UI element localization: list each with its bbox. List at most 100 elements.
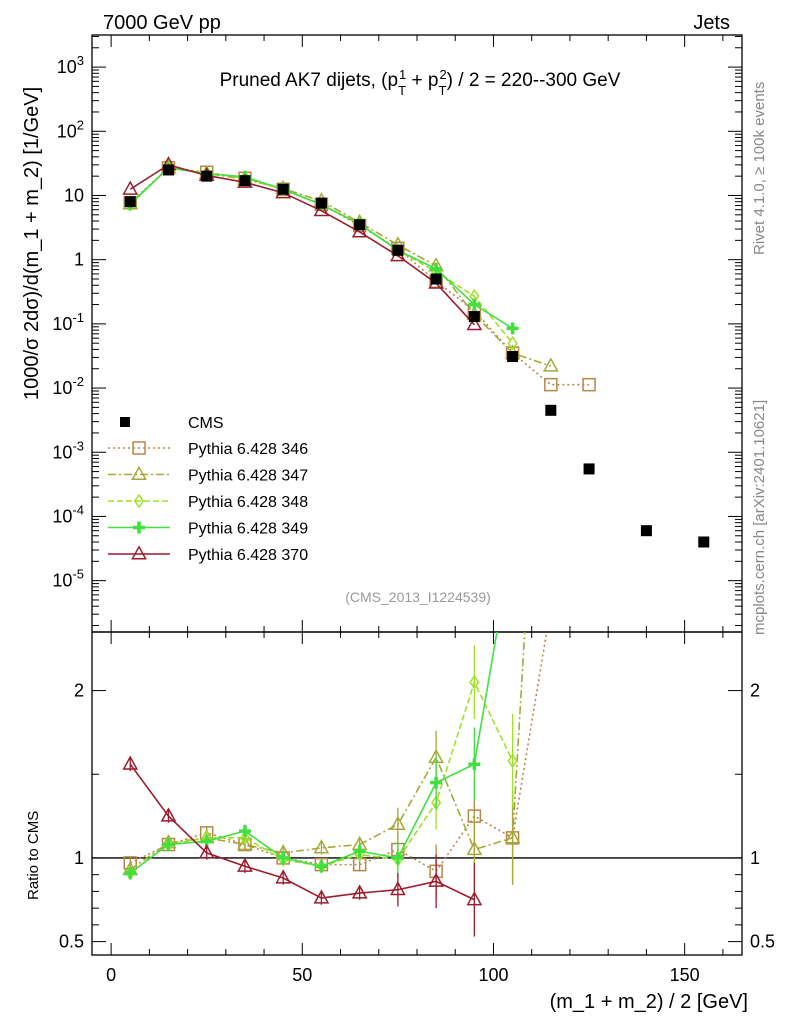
cms-data-point xyxy=(698,536,710,548)
series-marker xyxy=(237,835,253,851)
series-marker xyxy=(160,807,177,822)
series-marker xyxy=(313,201,330,217)
series-line xyxy=(129,166,552,367)
y-axis-label: 1000/σ 2dσ)/d(m_1 + m_2) [1/GeV] xyxy=(21,87,43,400)
cms-data-point xyxy=(162,164,174,176)
ratio-tick-label: 2 xyxy=(74,681,84,701)
series-marker xyxy=(133,521,145,534)
ratio-tick-label: 0.5 xyxy=(59,932,84,952)
series-marker xyxy=(351,223,368,238)
cms-data-point xyxy=(277,183,289,195)
series-marker xyxy=(162,838,175,851)
ratio-frame xyxy=(91,631,743,956)
series-main-347 xyxy=(122,159,559,372)
cms-data-point xyxy=(640,525,652,537)
series-marker xyxy=(544,377,558,392)
cms-data-point xyxy=(583,463,595,475)
ratio-line xyxy=(129,632,526,871)
series-marker xyxy=(313,839,330,854)
series-line xyxy=(129,163,475,326)
series-marker xyxy=(124,866,137,879)
main-plot-area xyxy=(122,156,710,548)
y-tick-label: 10-1 xyxy=(52,310,84,334)
x-tick-label: 0 xyxy=(106,965,116,985)
series-marker xyxy=(237,857,253,872)
cms-data xyxy=(124,164,710,548)
ratio-tick-label-right: 1 xyxy=(750,848,760,868)
mcplots-side-label: mcplots.cern.ch [arXiv:2401.10621] xyxy=(751,400,768,635)
series-marker xyxy=(315,860,328,873)
series-marker xyxy=(239,830,251,846)
legend-label: Pythia 6.428 370 xyxy=(188,547,308,564)
cms-data-point xyxy=(315,197,327,209)
series-marker xyxy=(391,851,404,864)
legend-label: Pythia 6.428 346 xyxy=(188,441,308,458)
plot-title: Pruned AK7 dijets, (pT1 + pT2) / 2 = 220… xyxy=(220,67,621,98)
series-marker xyxy=(390,815,406,831)
cms-data-point xyxy=(354,219,366,231)
series-marker xyxy=(468,298,481,311)
main-frame xyxy=(91,34,743,633)
series-marker xyxy=(542,357,559,372)
series-marker xyxy=(351,884,368,899)
legend-marker-cms xyxy=(120,417,130,427)
y-tick-label: 102 xyxy=(57,117,84,141)
ratio-tick-label-right: 0.5 xyxy=(750,932,775,952)
y-tick-label: 103 xyxy=(57,53,84,77)
cms-data-point xyxy=(430,273,442,285)
series-marker xyxy=(122,755,139,770)
ratio-line xyxy=(129,632,548,873)
series-marker xyxy=(275,869,292,884)
cms-data-point xyxy=(201,170,213,182)
series-marker xyxy=(313,889,330,904)
x-tick-label: 150 xyxy=(670,965,700,985)
series-marker xyxy=(466,315,483,331)
x-tick-label: 50 xyxy=(292,965,312,985)
series-marker xyxy=(131,465,147,481)
legend-label: Pythia 6.428 348 xyxy=(188,494,308,511)
legend-label: Pythia 6.428 349 xyxy=(188,521,308,538)
cms-data-point xyxy=(124,196,136,208)
series-marker xyxy=(353,845,366,858)
series-marker xyxy=(582,377,596,392)
legend-label-cms: CMS xyxy=(188,415,224,432)
series-marker xyxy=(122,180,139,195)
y-tick-label: 10 xyxy=(64,185,84,205)
cms-data-point xyxy=(468,311,480,323)
series-line xyxy=(129,166,590,386)
y-tick-label: 10-3 xyxy=(52,438,84,462)
energy-label: 7000 GeV pp xyxy=(103,12,221,34)
x-axis-label: (m_1 + m_2) / 2 [GeV] xyxy=(550,991,748,1013)
series-marker xyxy=(428,872,444,887)
legend-label: Pythia 6.428 347 xyxy=(188,468,308,485)
series-marker xyxy=(430,262,443,275)
series-marker xyxy=(469,674,480,690)
series-marker xyxy=(466,891,483,906)
series-marker xyxy=(133,493,145,509)
ratio-line xyxy=(129,763,475,901)
series-marker xyxy=(430,776,443,789)
series-marker xyxy=(132,441,146,455)
x-tick-label: 100 xyxy=(478,965,508,985)
ratio-tick-label-right: 2 xyxy=(750,681,760,701)
analysis-watermark: (CMS_2013_I1224539) xyxy=(345,589,491,605)
series-marker xyxy=(131,545,147,560)
series-marker xyxy=(507,335,518,351)
y-tick-label: 10-5 xyxy=(52,567,84,591)
rivet-side-label: Rivet 4.1.0, ≥ 100k events xyxy=(751,82,768,255)
ratio-plot-area xyxy=(92,632,742,937)
series-marker xyxy=(277,851,290,864)
series-marker xyxy=(466,840,483,856)
series-ratio-349 xyxy=(124,632,498,880)
series-main-370 xyxy=(122,156,483,331)
cms-data-point xyxy=(392,244,404,256)
series-marker xyxy=(198,844,215,859)
legend: CMS Pythia 6.428 346 Pythia 6.428 347 Pythi… xyxy=(108,415,308,564)
series-main-348 xyxy=(125,160,518,351)
cms-data-point xyxy=(507,351,519,363)
series-marker xyxy=(506,322,519,335)
cms-data-point xyxy=(239,175,251,187)
series-marker xyxy=(504,829,521,844)
